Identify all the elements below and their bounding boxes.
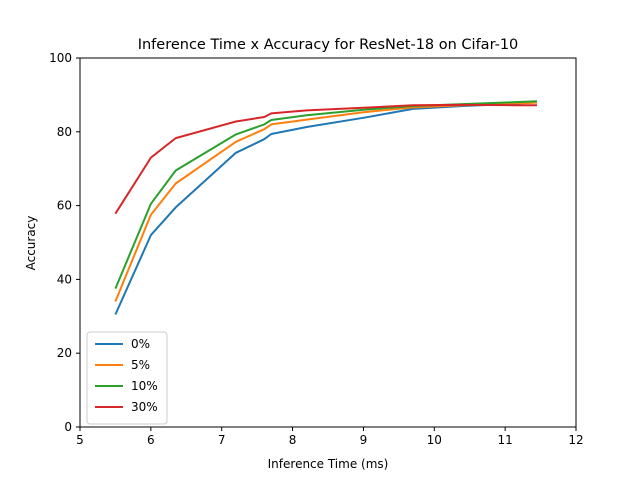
x-tick-label-2: 7 xyxy=(218,433,226,447)
y-tick-label-4: 80 xyxy=(57,125,72,139)
plot-area xyxy=(114,100,538,315)
x-tick-label-4: 9 xyxy=(360,433,368,447)
x-tick-label-0: 5 xyxy=(76,433,84,447)
y-axis-label: Accuracy xyxy=(24,216,38,271)
x-tick-label-7: 12 xyxy=(568,433,583,447)
x-tick-label-5: 10 xyxy=(427,433,442,447)
legend-label-1: 5% xyxy=(131,358,150,372)
legend: 0% 5% 10% 30% xyxy=(86,331,168,425)
y-tick-label-0: 0 xyxy=(64,420,72,434)
x-tick-label-3: 8 xyxy=(289,433,297,447)
series-line-2 xyxy=(114,100,538,289)
y-tick-label-3: 60 xyxy=(57,199,72,213)
legend-label-0: 0% xyxy=(131,337,150,351)
legend-box xyxy=(86,331,168,425)
x-tick-label-6: 11 xyxy=(498,433,513,447)
axes: 5 6 7 8 9 10 11 12 0 20 40 60 80 100 xyxy=(49,51,584,447)
plot-frame xyxy=(79,57,577,428)
y-tick-label-2: 40 xyxy=(57,272,72,286)
legend-label-2: 10% xyxy=(131,379,158,393)
y-tick-label-1: 20 xyxy=(57,346,72,360)
legend-label-3: 30% xyxy=(131,400,158,414)
series-line-3 xyxy=(114,103,537,215)
y-tick-label-5: 100 xyxy=(49,51,72,65)
x-axis-label: Inference Time (ms) xyxy=(268,457,389,471)
x-tick-label-1: 6 xyxy=(147,433,155,447)
chart-title: Inference Time x Accuracy for ResNet-18 … xyxy=(138,37,519,53)
